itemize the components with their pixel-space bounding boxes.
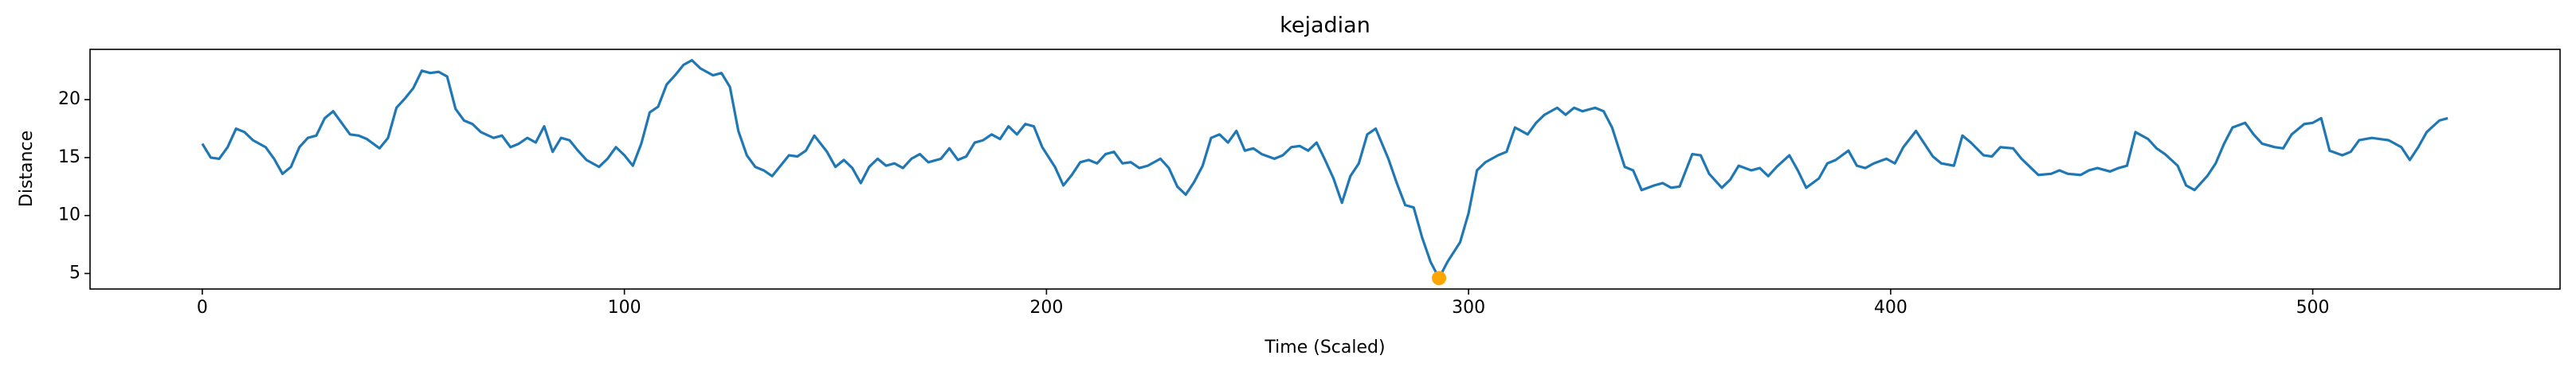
x-tick-label: 300 bbox=[1452, 298, 1485, 318]
data-line bbox=[201, 59, 2449, 279]
y-tick-label: 20 bbox=[58, 89, 80, 109]
y-tick-label: 10 bbox=[58, 205, 80, 225]
x-tick-label: 100 bbox=[608, 298, 641, 318]
highlight-point bbox=[1432, 271, 1447, 286]
axes-frame bbox=[89, 49, 2561, 290]
x-tick-label: 500 bbox=[2296, 298, 2330, 318]
x-tick-label: 0 bbox=[197, 298, 208, 318]
x-tick-label: 400 bbox=[1874, 298, 1907, 318]
y-tick-label: 15 bbox=[58, 147, 80, 167]
x-tick-label: 200 bbox=[1029, 298, 1063, 318]
x-axis-label: Time (Scaled) bbox=[1264, 338, 1385, 357]
y-axis-label: Distance bbox=[17, 131, 37, 207]
y-tick-label: 5 bbox=[69, 263, 80, 283]
chart-title: kejadian bbox=[1280, 14, 1370, 38]
